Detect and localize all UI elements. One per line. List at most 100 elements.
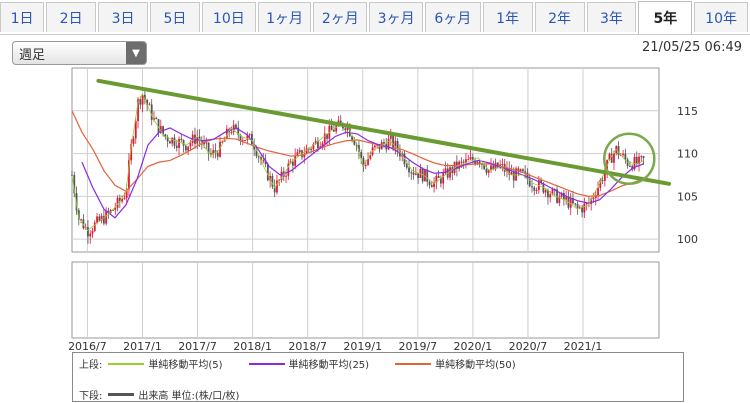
candle-body	[622, 153, 624, 156]
candle-body	[508, 168, 511, 175]
tab-10[interactable]: 2年	[534, 2, 585, 32]
candle-body	[362, 158, 365, 166]
candle-body	[594, 196, 597, 199]
x-tick-label: 2020/7	[509, 340, 548, 353]
tab-3[interactable]: 5日	[150, 2, 200, 32]
candle-body	[394, 141, 397, 148]
candle-body	[485, 169, 488, 173]
candle-body	[558, 196, 561, 203]
candle-body	[109, 209, 112, 213]
candle-body	[276, 180, 278, 193]
candle-body	[433, 182, 435, 188]
tab-2[interactable]: 3日	[98, 2, 149, 32]
legend-ma25: 単純移動平均(25)	[243, 356, 369, 371]
candle-body	[392, 134, 394, 148]
candle-body	[312, 143, 315, 150]
candle-body	[437, 175, 440, 178]
candle-body	[143, 94, 146, 100]
candle-body	[262, 160, 265, 162]
candle-body	[273, 186, 276, 193]
x-tick-label: 2020/1	[454, 340, 493, 353]
ma5-swatch	[108, 362, 145, 365]
candle-body	[175, 145, 178, 148]
candle-body	[105, 210, 108, 224]
tab-0[interactable]: 1日	[0, 2, 45, 32]
tab-13[interactable]: 10年	[694, 2, 748, 32]
candle-body	[474, 160, 476, 164]
legend-ma50-label: 単純移動平均(50)	[435, 360, 516, 371]
tab-7[interactable]: 3ヶ月	[369, 2, 423, 32]
tab-8[interactable]: 6ヶ月	[425, 2, 481, 32]
candle-body	[87, 227, 89, 237]
candle-body	[578, 207, 581, 209]
candle-body	[148, 104, 151, 106]
update-timestamp: 21/05/25 06:49	[642, 40, 742, 55]
candle-body	[565, 196, 568, 200]
volume-swatch	[108, 393, 135, 396]
candle-body	[467, 159, 470, 161]
candle-body	[387, 138, 390, 150]
candle-body	[221, 141, 224, 143]
candle-body	[510, 172, 513, 175]
candle-body	[173, 137, 176, 146]
candle-body	[178, 138, 180, 148]
candle-body	[253, 144, 256, 150]
candle-body	[134, 121, 137, 139]
x-tick-label: 2019/1	[343, 340, 382, 353]
x-tick-label: 2017/7	[178, 340, 217, 353]
volume-panel	[71, 261, 660, 339]
legend-ma5: 単純移動平均(5)	[102, 356, 223, 371]
x-tick-label: 2018/7	[288, 340, 327, 353]
candle-body	[326, 133, 328, 139]
candle-body	[307, 148, 310, 150]
candle-body	[465, 159, 467, 163]
candle-body	[77, 210, 80, 220]
candle-body	[501, 164, 504, 166]
candle-body	[216, 152, 219, 157]
candle-body	[269, 175, 272, 181]
chart-interval-select[interactable]: 週足 ▼	[12, 41, 147, 65]
legend-lower-row: 下段: 出来高 単位:(株/口/枚)	[79, 387, 259, 402]
candle-body	[526, 172, 529, 180]
candle-body	[367, 158, 369, 166]
tab-5[interactable]: 1ヶ月	[257, 2, 312, 32]
candle-body	[107, 210, 110, 213]
x-tick-label: 2017/1	[123, 340, 162, 353]
y-tick-label: 110	[677, 148, 698, 161]
candle-body	[294, 155, 297, 166]
tab-12[interactable]: 5年	[638, 1, 693, 34]
ma50-line	[71, 110, 644, 197]
candle-body	[344, 128, 347, 131]
candle-body	[417, 173, 420, 178]
candle-body	[235, 124, 237, 128]
candle-body	[146, 99, 149, 105]
ma25-swatch	[248, 362, 285, 365]
candle-body	[469, 156, 472, 160]
candle-body	[314, 140, 317, 144]
candle-body	[123, 198, 126, 200]
candle-body	[512, 172, 515, 181]
tab-6[interactable]: 2ヶ月	[313, 2, 368, 32]
candle-body	[496, 162, 499, 168]
trendline	[96, 78, 671, 186]
candle-body	[603, 171, 606, 181]
candle-body	[323, 133, 326, 144]
candle-body	[332, 129, 335, 132]
candle-body	[519, 169, 522, 172]
tab-1[interactable]: 2日	[46, 2, 97, 32]
candle-body	[626, 159, 629, 166]
candle-body	[428, 181, 431, 186]
candle-body	[476, 161, 479, 164]
legend-upper-label: 上段:	[79, 360, 103, 371]
x-tick-label: 2019/7	[398, 340, 437, 353]
tab-9[interactable]: 1年	[482, 2, 533, 32]
candle-body	[585, 203, 588, 205]
candle-body	[180, 138, 183, 141]
candle-body	[255, 149, 258, 157]
tab-11[interactable]: 3年	[586, 2, 637, 32]
tab-4[interactable]: 10日	[201, 2, 256, 32]
candle-body	[157, 119, 160, 133]
candle-body	[171, 137, 174, 144]
candle-body	[141, 94, 144, 105]
candle-body	[426, 169, 429, 182]
